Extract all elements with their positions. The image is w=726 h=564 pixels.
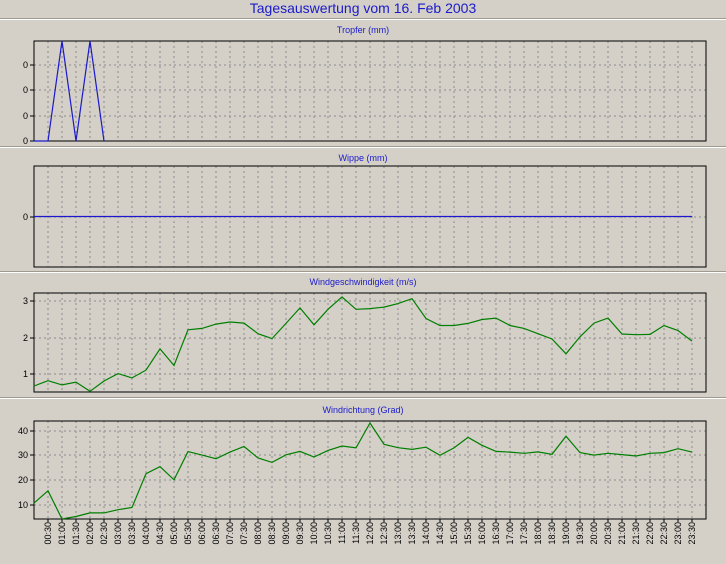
panel-title-windrichtung: Windrichtung (Grad) xyxy=(322,405,404,415)
x-tick-label: 04:00 xyxy=(141,522,151,545)
panel-separator xyxy=(0,18,726,20)
x-tick-label: 07:00 xyxy=(225,522,235,545)
x-tick-label: 22:30 xyxy=(659,522,669,545)
x-tick-label: 12:30 xyxy=(379,522,389,545)
x-tick-label: 03:30 xyxy=(127,522,137,545)
y-tick-label: 0 xyxy=(23,60,28,70)
y-tick-label: 0 xyxy=(23,85,28,95)
panel-title-windgeschwindigkeit: Windgeschwindigkeit (m/s) xyxy=(309,277,417,287)
x-tick-label: 15:30 xyxy=(463,522,473,545)
plot-frame xyxy=(33,292,707,393)
x-tick-label: 06:00 xyxy=(197,522,207,545)
x-tick-label: 22:00 xyxy=(645,522,655,545)
y-tick-label: 0 xyxy=(23,111,28,121)
x-tick-label: 17:00 xyxy=(505,522,515,545)
x-tick-label: 09:30 xyxy=(295,522,305,545)
y-tick-label: 1 xyxy=(23,369,28,379)
x-tick-label: 10:00 xyxy=(309,522,319,545)
y-tick-label: 0 xyxy=(23,136,28,146)
x-tick-label: 23:30 xyxy=(687,522,697,545)
x-tick-label: 10:30 xyxy=(323,522,333,545)
x-tick-label: 21:00 xyxy=(617,522,627,545)
x-tick-label: 13:30 xyxy=(407,522,417,545)
x-tick-label: 14:30 xyxy=(435,522,445,545)
x-tick-label: 07:30 xyxy=(239,522,249,545)
panel-separator xyxy=(0,397,726,399)
x-tick-label: 08:30 xyxy=(267,522,277,545)
x-tick-label: 11:00 xyxy=(337,522,347,544)
x-tick-label: 15:00 xyxy=(449,522,459,545)
x-tick-label: 01:00 xyxy=(57,522,67,545)
plot-frame xyxy=(33,40,707,142)
panel-title-wippe: Wippe (mm) xyxy=(338,153,388,163)
x-tick-label: 06:30 xyxy=(211,522,221,545)
panel-separator xyxy=(0,271,726,273)
x-tick-label: 18:30 xyxy=(547,522,557,545)
x-tick-label: 08:00 xyxy=(253,522,263,545)
page-title: Tagesauswertung vom 16. Feb 2003 xyxy=(249,0,477,16)
y-tick-label: 10 xyxy=(18,500,28,510)
y-tick-label: 30 xyxy=(18,450,28,460)
x-tick-label: 11:30 xyxy=(351,522,361,544)
x-tick-label: 18:00 xyxy=(533,522,543,545)
panel-title-tropfer: Tropfer (mm) xyxy=(336,25,390,35)
y-tick-label: 2 xyxy=(23,333,28,343)
y-tick-label: 40 xyxy=(18,426,28,436)
panel-separator xyxy=(0,146,726,148)
x-tick-label: 12:00 xyxy=(365,522,375,545)
plot-frame xyxy=(33,420,707,520)
x-tick-label: 13:00 xyxy=(393,522,403,545)
x-tick-label: 17:30 xyxy=(519,522,529,545)
y-tick-label: 3 xyxy=(23,296,28,306)
x-tick-label: 14:00 xyxy=(421,522,431,545)
x-tick-label: 16:00 xyxy=(477,522,487,545)
x-tick-label: 23:00 xyxy=(673,522,683,545)
x-tick-label: 16:30 xyxy=(491,522,501,545)
x-tick-label: 02:30 xyxy=(99,522,109,545)
x-tick-label: 03:00 xyxy=(113,522,123,545)
series-line xyxy=(33,421,693,520)
x-tick-label: 09:00 xyxy=(281,522,291,545)
x-tick-label: 00:30 xyxy=(43,522,53,545)
x-tick-label: 19:00 xyxy=(561,522,571,545)
series-line xyxy=(33,296,693,393)
x-tick-label: 04:30 xyxy=(155,522,165,545)
y-tick-label: 0 xyxy=(23,212,28,222)
x-tick-label: 05:00 xyxy=(169,522,179,545)
x-tick-label: 01:30 xyxy=(71,522,81,545)
x-tick-label: 20:30 xyxy=(603,522,613,545)
x-tick-label: 05:30 xyxy=(183,522,193,545)
x-tick-label: 20:00 xyxy=(589,522,599,545)
x-tick-label: 02:00 xyxy=(85,522,95,545)
x-tick-label: 19:30 xyxy=(575,522,585,545)
series-line xyxy=(34,40,105,142)
x-tick-label: 21:30 xyxy=(631,522,641,545)
y-tick-label: 20 xyxy=(18,475,28,485)
